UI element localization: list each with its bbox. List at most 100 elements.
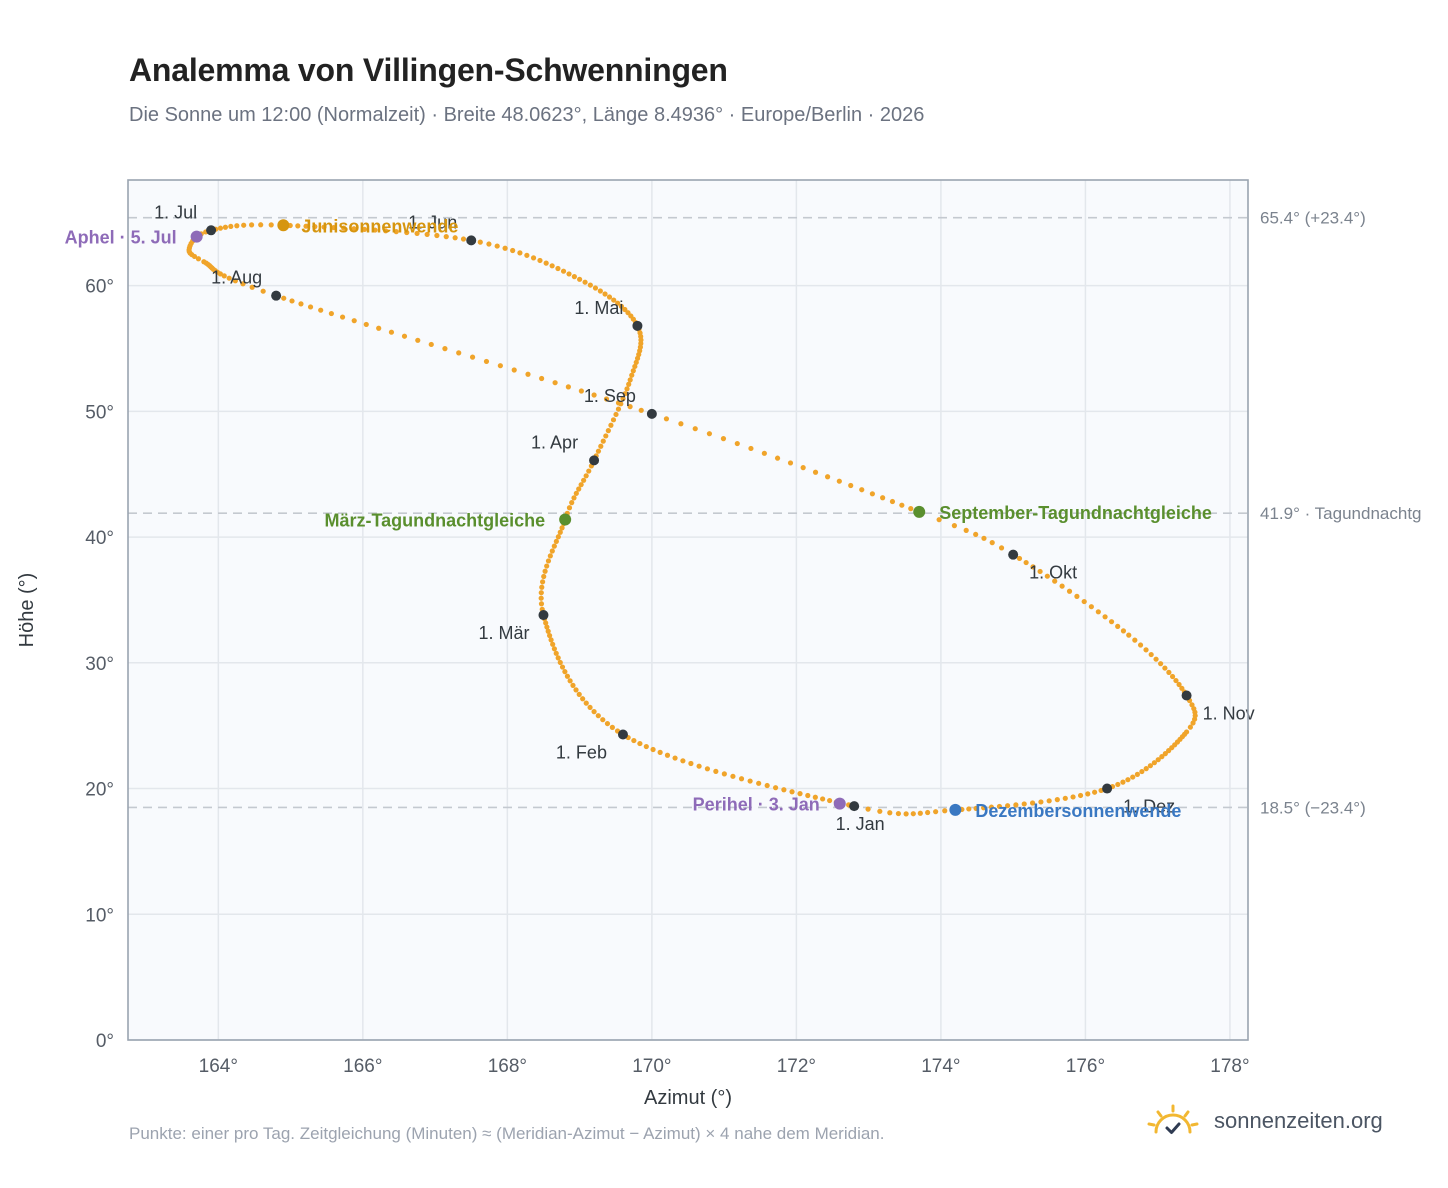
x-tick-label: 168°: [488, 1056, 527, 1077]
daily-point: [680, 758, 686, 764]
daily-point: [404, 229, 410, 236]
daily-point: [706, 431, 713, 437]
month-point: [206, 225, 217, 236]
daily-point: [600, 717, 606, 723]
daily-point: [424, 231, 430, 238]
daily-point: [232, 278, 238, 284]
daily-point: [388, 329, 395, 335]
daily-point: [789, 789, 795, 795]
reference-line-label: 65.4° (+23.4°): [1260, 209, 1366, 228]
daily-point: [1162, 751, 1168, 757]
daily-point: [595, 448, 602, 454]
daily-point: [1120, 628, 1127, 634]
daily-point: [1052, 578, 1058, 584]
y-tick-label: 40°: [85, 528, 114, 549]
daily-point: [587, 704, 593, 711]
daily-point: [981, 535, 987, 541]
month-label: 1. Jul: [154, 202, 197, 222]
daily-point: [571, 274, 577, 280]
daily-point: [605, 428, 611, 434]
daily-point: [530, 255, 537, 261]
event-label: Perihel · 3. Jan: [693, 795, 820, 815]
daily-point: [1085, 791, 1091, 797]
daily-point: [936, 517, 942, 523]
daily-point: [545, 558, 552, 564]
daily-point: [1115, 781, 1121, 788]
event-point: [833, 797, 846, 810]
daily-point: [576, 691, 582, 697]
daily-point: [626, 381, 632, 387]
daily-point: [228, 223, 234, 230]
daily-point: [428, 341, 434, 348]
daily-point: [258, 222, 264, 228]
daily-point: [268, 222, 274, 228]
daily-point: [713, 768, 719, 774]
daily-point: [241, 222, 247, 228]
daily-point: [217, 271, 223, 277]
footnote: Punkte: einer pro Tag. Zeitgleichung (Mi…: [129, 1124, 885, 1143]
daily-point: [221, 273, 227, 279]
daily-point: [805, 792, 811, 799]
daily-point: [564, 673, 571, 679]
daily-point: [1066, 588, 1073, 594]
x-axis-label: Azimut (°): [644, 1087, 732, 1109]
month-point: [617, 729, 628, 740]
daily-point: [827, 797, 833, 804]
reference-line-label: 41.9° · Tagundnachtg: [1260, 504, 1422, 523]
daily-point: [1166, 669, 1172, 675]
daily-point: [456, 350, 462, 356]
daily-point: [1143, 766, 1149, 772]
month-label: 1. Dez: [1123, 797, 1175, 817]
daily-point: [586, 468, 592, 474]
daily-point: [663, 416, 670, 422]
daily-point: [307, 304, 314, 310]
daily-point: [566, 505, 573, 511]
event-label: März-Tagundnachtgleiche: [324, 510, 545, 530]
daily-point: [249, 284, 255, 290]
daily-point: [608, 422, 614, 428]
daily-point: [565, 384, 571, 390]
daily-point: [587, 282, 593, 288]
daily-point: [734, 440, 740, 447]
daily-point: [1139, 768, 1145, 775]
daily-point: [331, 224, 337, 231]
daily-point: [549, 263, 555, 269]
daily-point: [1030, 564, 1036, 570]
daily-point: [548, 637, 554, 643]
daily-point: [748, 445, 754, 452]
daily-point: [598, 443, 604, 449]
x-tick-label: 170°: [632, 1056, 671, 1077]
event-label: Aphel · 5. Jul: [65, 228, 177, 248]
brand[interactable]: sonnenzeiten.org: [1146, 1104, 1383, 1138]
daily-point: [611, 297, 617, 303]
daily-point: [434, 232, 440, 239]
daily-point: [812, 469, 819, 475]
daily-point: [578, 388, 584, 394]
daily-point: [551, 543, 557, 549]
daily-point: [889, 498, 896, 505]
daily-point: [1155, 757, 1161, 763]
daily-point: [1092, 789, 1098, 795]
event-point: [559, 513, 572, 526]
daily-point: [933, 809, 939, 815]
daily-point: [925, 809, 931, 816]
reference-lines: 65.4° (+23.4°) 41.9° · Tagundnachtg 18.5° …: [128, 209, 1422, 817]
daily-point: [1166, 748, 1172, 754]
chart-subtitle: Die Sonne um 12:00 (Normalzeit) · Breite…: [129, 104, 925, 126]
daily-point: [573, 687, 579, 693]
daily-point: [865, 806, 871, 812]
daily-point: [1134, 771, 1140, 777]
daily-point: [1005, 803, 1011, 809]
month-label: 1. Sep: [584, 386, 636, 406]
daily-point: [1159, 754, 1165, 760]
daily-point: [580, 696, 586, 702]
daily-point: [547, 553, 553, 559]
daily-point: [606, 294, 613, 300]
daily-point: [551, 646, 557, 652]
daily-point: [339, 314, 346, 320]
event-label: Junisonnenwende: [301, 216, 458, 236]
daily-point: [486, 241, 492, 247]
daily-point: [764, 782, 770, 789]
daily-point: [1088, 604, 1094, 610]
daily-point: [195, 256, 202, 262]
